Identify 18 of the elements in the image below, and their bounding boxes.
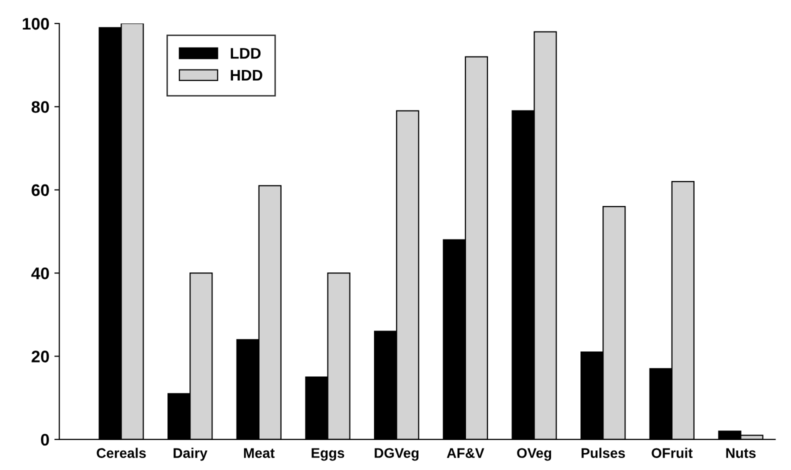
y-tick-label: 100 xyxy=(22,18,49,30)
x-tick-label: Cereals xyxy=(96,448,146,458)
x-tick-label: Eggs xyxy=(312,448,344,461)
x-tick-label: Meat xyxy=(244,448,275,458)
x-tick-label: DGVeg xyxy=(374,448,418,461)
y-tick-label: 60 xyxy=(32,184,49,196)
x-tick-label: AF&V xyxy=(446,448,484,458)
y-tick-label: 0 xyxy=(40,434,49,446)
y-tick-label: 80 xyxy=(32,101,49,113)
x-tick-label: Nuts xyxy=(726,448,756,458)
y-tick-label: 20 xyxy=(32,350,49,362)
x-tick-label: Dairy xyxy=(174,448,208,461)
x-tick-label: OVeg xyxy=(517,448,552,461)
legend-label: LDD xyxy=(230,48,261,59)
x-tick-label: OFruit xyxy=(652,448,693,458)
y-tick-label: 40 xyxy=(31,267,49,280)
legend-label: HDD xyxy=(230,70,262,80)
x-tick-label: Pulses xyxy=(582,448,625,458)
